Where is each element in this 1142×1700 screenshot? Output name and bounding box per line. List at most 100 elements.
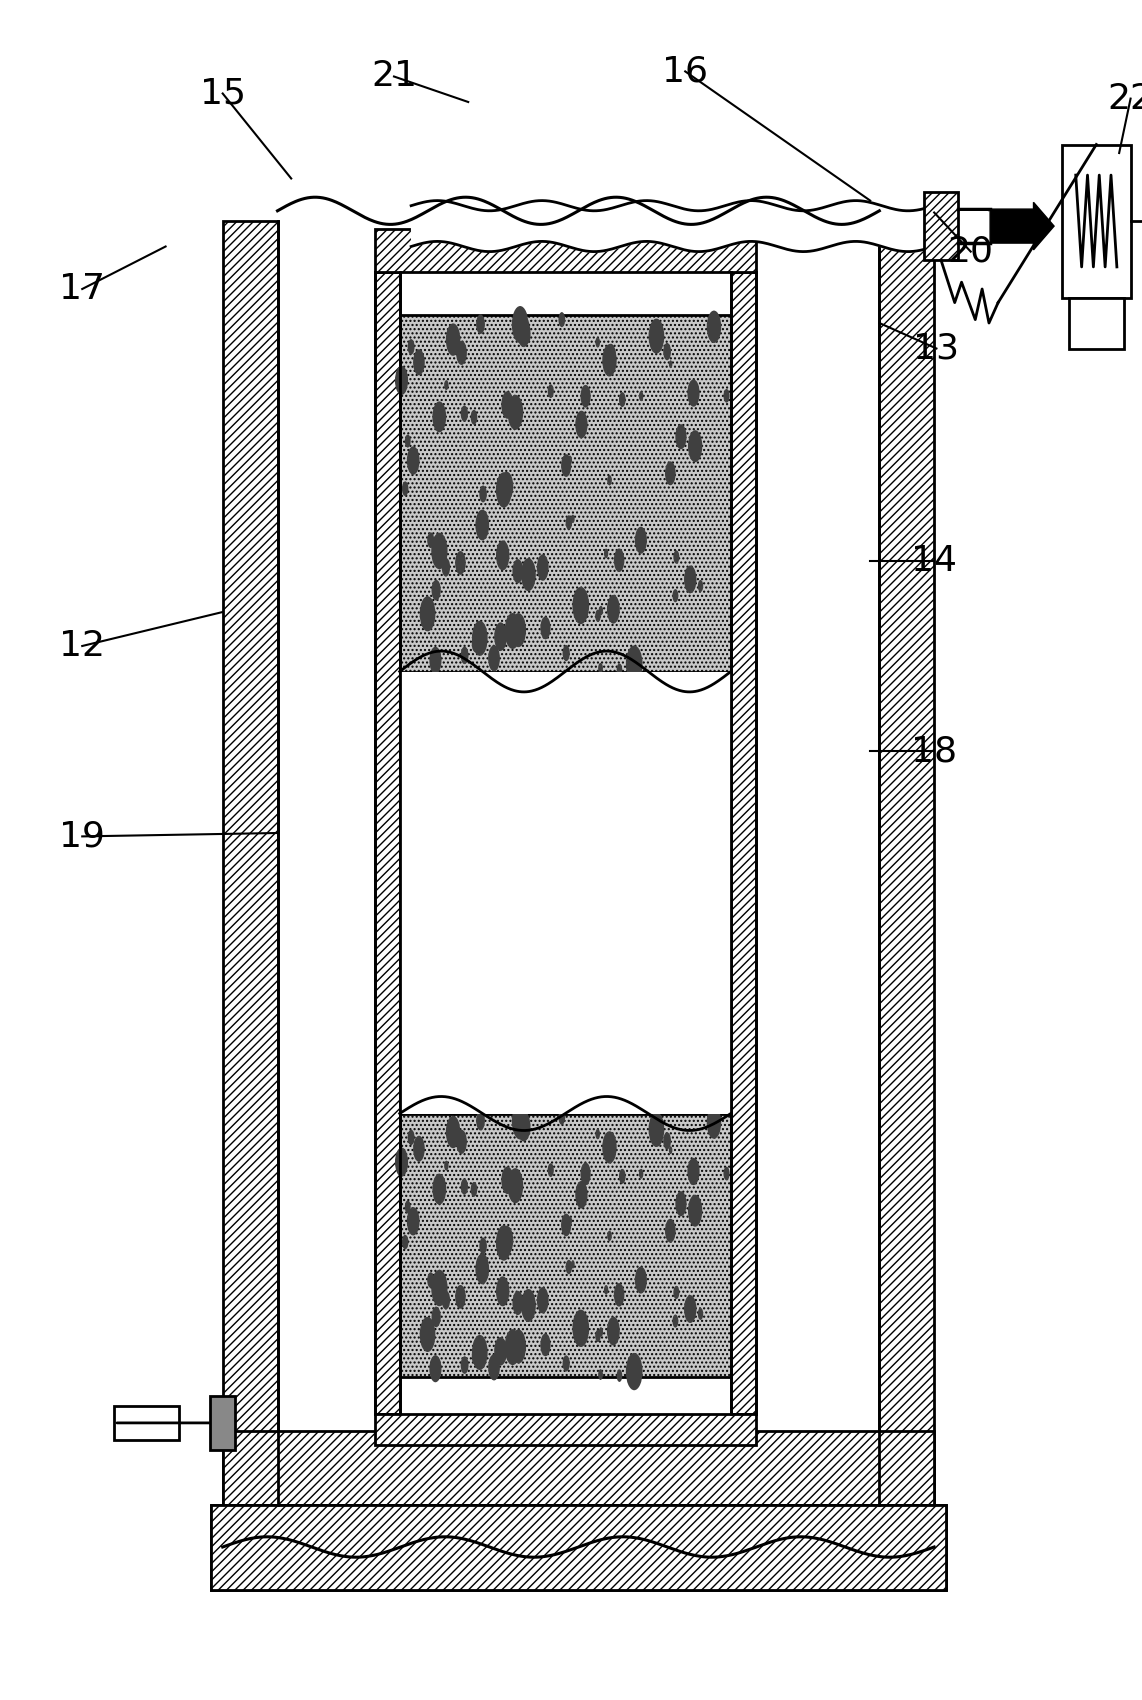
Ellipse shape xyxy=(669,360,673,369)
Ellipse shape xyxy=(456,1130,467,1154)
Ellipse shape xyxy=(500,471,513,501)
Ellipse shape xyxy=(433,401,447,432)
Ellipse shape xyxy=(724,1166,730,1180)
Ellipse shape xyxy=(456,551,466,575)
Ellipse shape xyxy=(638,1170,643,1178)
Ellipse shape xyxy=(724,389,730,403)
Ellipse shape xyxy=(444,1161,449,1171)
Ellipse shape xyxy=(598,605,603,615)
Ellipse shape xyxy=(595,1129,600,1139)
Ellipse shape xyxy=(472,636,480,653)
Ellipse shape xyxy=(512,1102,529,1139)
Ellipse shape xyxy=(513,1290,523,1316)
Ellipse shape xyxy=(525,332,530,343)
Ellipse shape xyxy=(561,454,571,478)
Text: 18: 18 xyxy=(911,734,957,768)
Text: 12: 12 xyxy=(59,629,105,663)
Ellipse shape xyxy=(619,393,626,406)
Ellipse shape xyxy=(505,614,521,649)
Ellipse shape xyxy=(571,515,574,524)
Ellipse shape xyxy=(404,1200,411,1214)
Ellipse shape xyxy=(558,313,565,326)
Bar xyxy=(400,1114,731,1377)
Ellipse shape xyxy=(635,527,646,554)
Ellipse shape xyxy=(460,1357,468,1374)
Ellipse shape xyxy=(471,1182,477,1197)
Bar xyxy=(210,1396,235,1450)
Ellipse shape xyxy=(626,646,643,683)
Ellipse shape xyxy=(664,1132,671,1149)
Ellipse shape xyxy=(540,1333,550,1357)
Ellipse shape xyxy=(476,1110,485,1131)
Ellipse shape xyxy=(617,663,622,677)
Text: 22: 22 xyxy=(1108,82,1142,116)
Ellipse shape xyxy=(665,1219,676,1243)
Bar xyxy=(960,211,988,241)
Ellipse shape xyxy=(537,1287,548,1314)
Ellipse shape xyxy=(675,1192,686,1215)
Ellipse shape xyxy=(480,1238,486,1255)
Bar xyxy=(211,1503,946,1590)
Ellipse shape xyxy=(420,1318,435,1352)
Ellipse shape xyxy=(510,614,526,648)
Ellipse shape xyxy=(595,610,601,622)
Text: 16: 16 xyxy=(662,54,708,88)
Ellipse shape xyxy=(427,1272,434,1289)
Ellipse shape xyxy=(413,1136,425,1161)
Ellipse shape xyxy=(444,381,449,389)
Ellipse shape xyxy=(445,323,460,355)
Ellipse shape xyxy=(580,1163,590,1185)
Ellipse shape xyxy=(494,622,507,651)
Ellipse shape xyxy=(494,1336,507,1365)
Bar xyxy=(400,672,731,1114)
Text: 14: 14 xyxy=(911,544,957,578)
Bar xyxy=(278,221,879,1504)
Bar xyxy=(223,221,278,1504)
Ellipse shape xyxy=(669,1146,673,1154)
Ellipse shape xyxy=(664,343,671,360)
Ellipse shape xyxy=(510,1329,526,1363)
Ellipse shape xyxy=(548,1163,554,1176)
Bar xyxy=(211,1504,946,1590)
Ellipse shape xyxy=(471,410,477,425)
Ellipse shape xyxy=(568,456,572,464)
Ellipse shape xyxy=(521,1289,536,1323)
Text: 20: 20 xyxy=(948,235,994,269)
Ellipse shape xyxy=(606,595,620,624)
Ellipse shape xyxy=(595,1329,601,1341)
Ellipse shape xyxy=(402,481,409,496)
Ellipse shape xyxy=(614,1284,625,1307)
Ellipse shape xyxy=(404,435,411,447)
Ellipse shape xyxy=(525,1124,530,1136)
Ellipse shape xyxy=(698,580,703,592)
Ellipse shape xyxy=(517,1112,531,1141)
Ellipse shape xyxy=(561,1214,571,1236)
Ellipse shape xyxy=(694,1202,702,1219)
Ellipse shape xyxy=(635,1266,646,1294)
Ellipse shape xyxy=(475,1253,489,1284)
Text: 17: 17 xyxy=(59,272,105,306)
Ellipse shape xyxy=(407,1207,419,1236)
Ellipse shape xyxy=(413,348,425,376)
Bar xyxy=(400,272,731,1414)
Ellipse shape xyxy=(665,461,676,484)
Ellipse shape xyxy=(501,391,514,418)
Ellipse shape xyxy=(496,541,509,571)
Text: 13: 13 xyxy=(914,332,959,366)
Ellipse shape xyxy=(626,1353,643,1391)
Ellipse shape xyxy=(694,437,702,454)
Ellipse shape xyxy=(507,1168,523,1204)
Ellipse shape xyxy=(442,558,450,576)
Text: 15: 15 xyxy=(200,76,246,110)
Ellipse shape xyxy=(606,343,616,366)
Text: 21: 21 xyxy=(371,60,417,94)
Ellipse shape xyxy=(460,406,468,422)
Ellipse shape xyxy=(476,314,485,333)
Ellipse shape xyxy=(565,515,572,530)
Ellipse shape xyxy=(576,411,588,439)
Ellipse shape xyxy=(687,1158,700,1185)
Ellipse shape xyxy=(512,306,529,343)
Ellipse shape xyxy=(433,1173,447,1205)
Ellipse shape xyxy=(496,1226,512,1261)
Ellipse shape xyxy=(576,1182,588,1209)
